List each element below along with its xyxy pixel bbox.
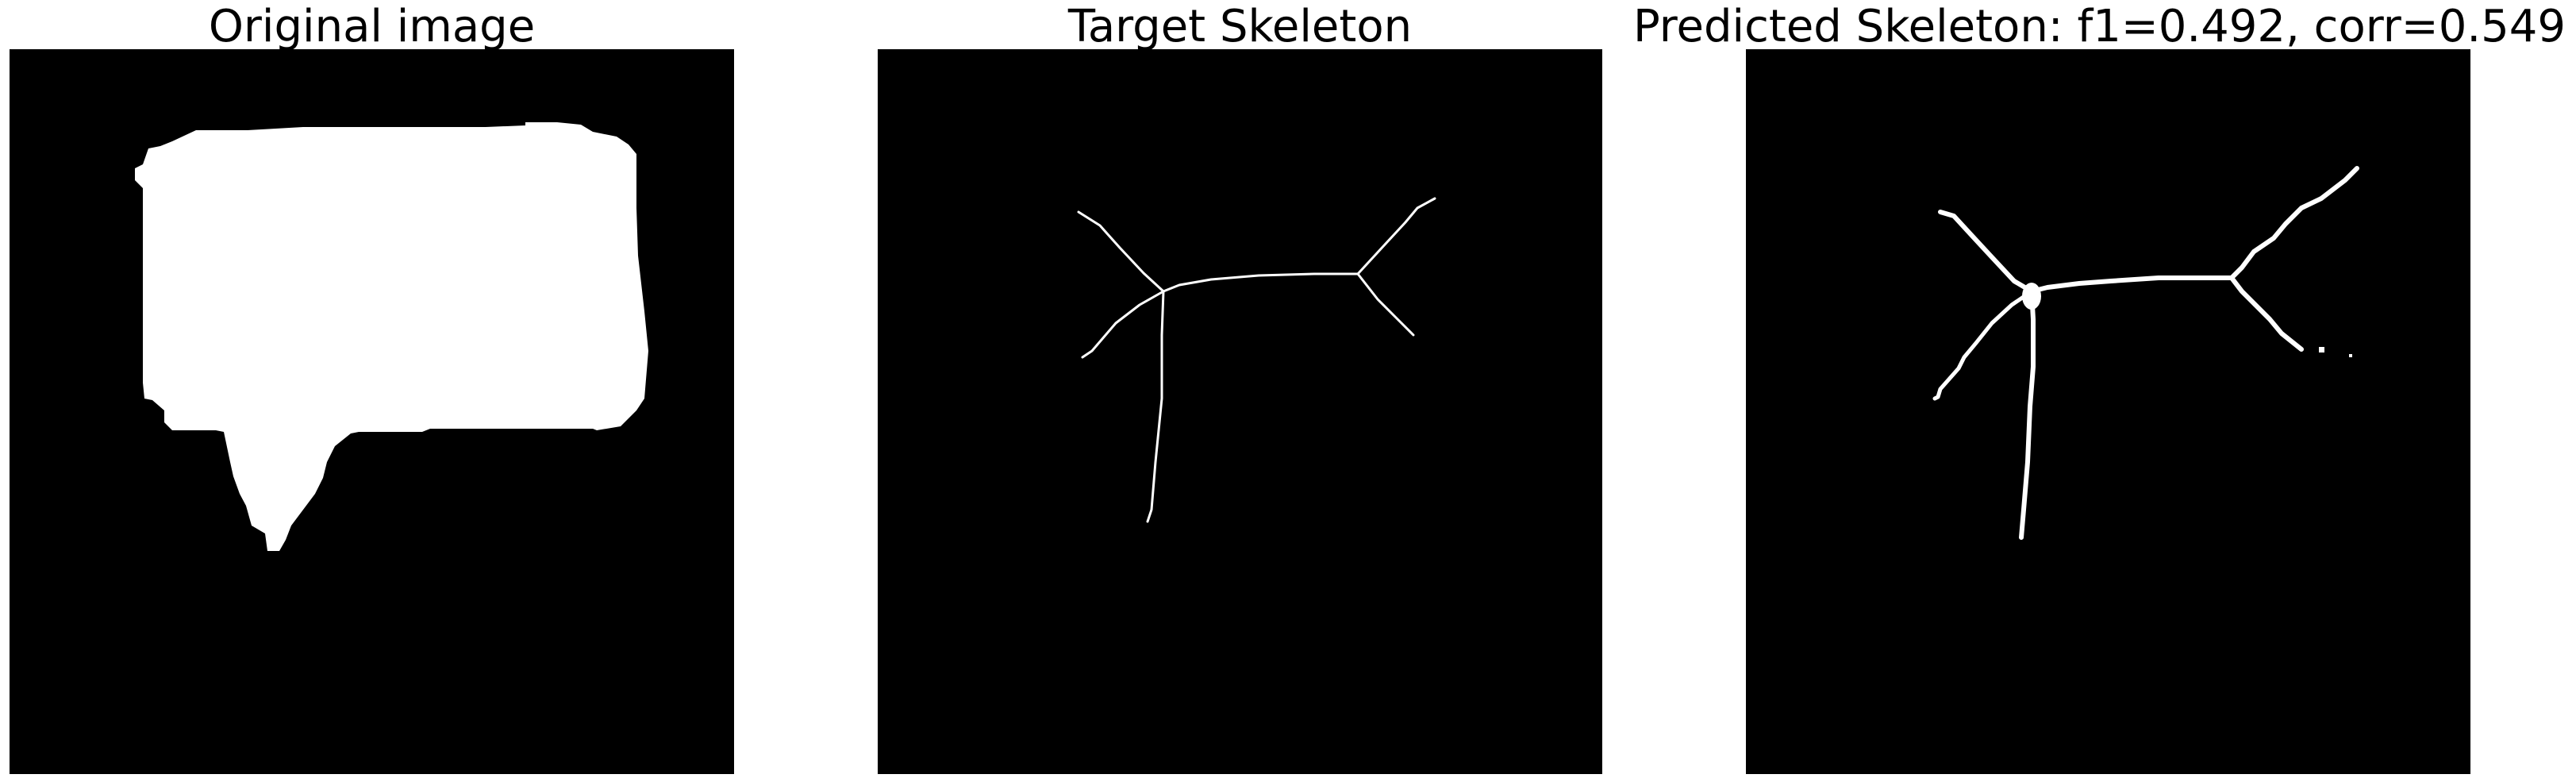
panel-title-target: Target Skeleton: [1067, 1, 1413, 52]
target-skeleton-panel: [878, 49, 1602, 774]
original-image-panel: [10, 49, 734, 774]
panel-title-predicted: Predicted Skeleton: f1=0.492, corr=0.549: [1632, 1, 2566, 52]
panel-title-original: Original image: [208, 1, 536, 52]
stray-dot: [2349, 354, 2352, 357]
stray-dot: [2319, 347, 2324, 352]
speech-bubble-mask: [135, 122, 648, 551]
predicted-skeleton: [1932, 166, 2359, 540]
junction-blob: [2022, 283, 2041, 310]
predicted-skeleton-panel: [1746, 49, 2470, 774]
target-skeleton: [1077, 197, 1436, 523]
